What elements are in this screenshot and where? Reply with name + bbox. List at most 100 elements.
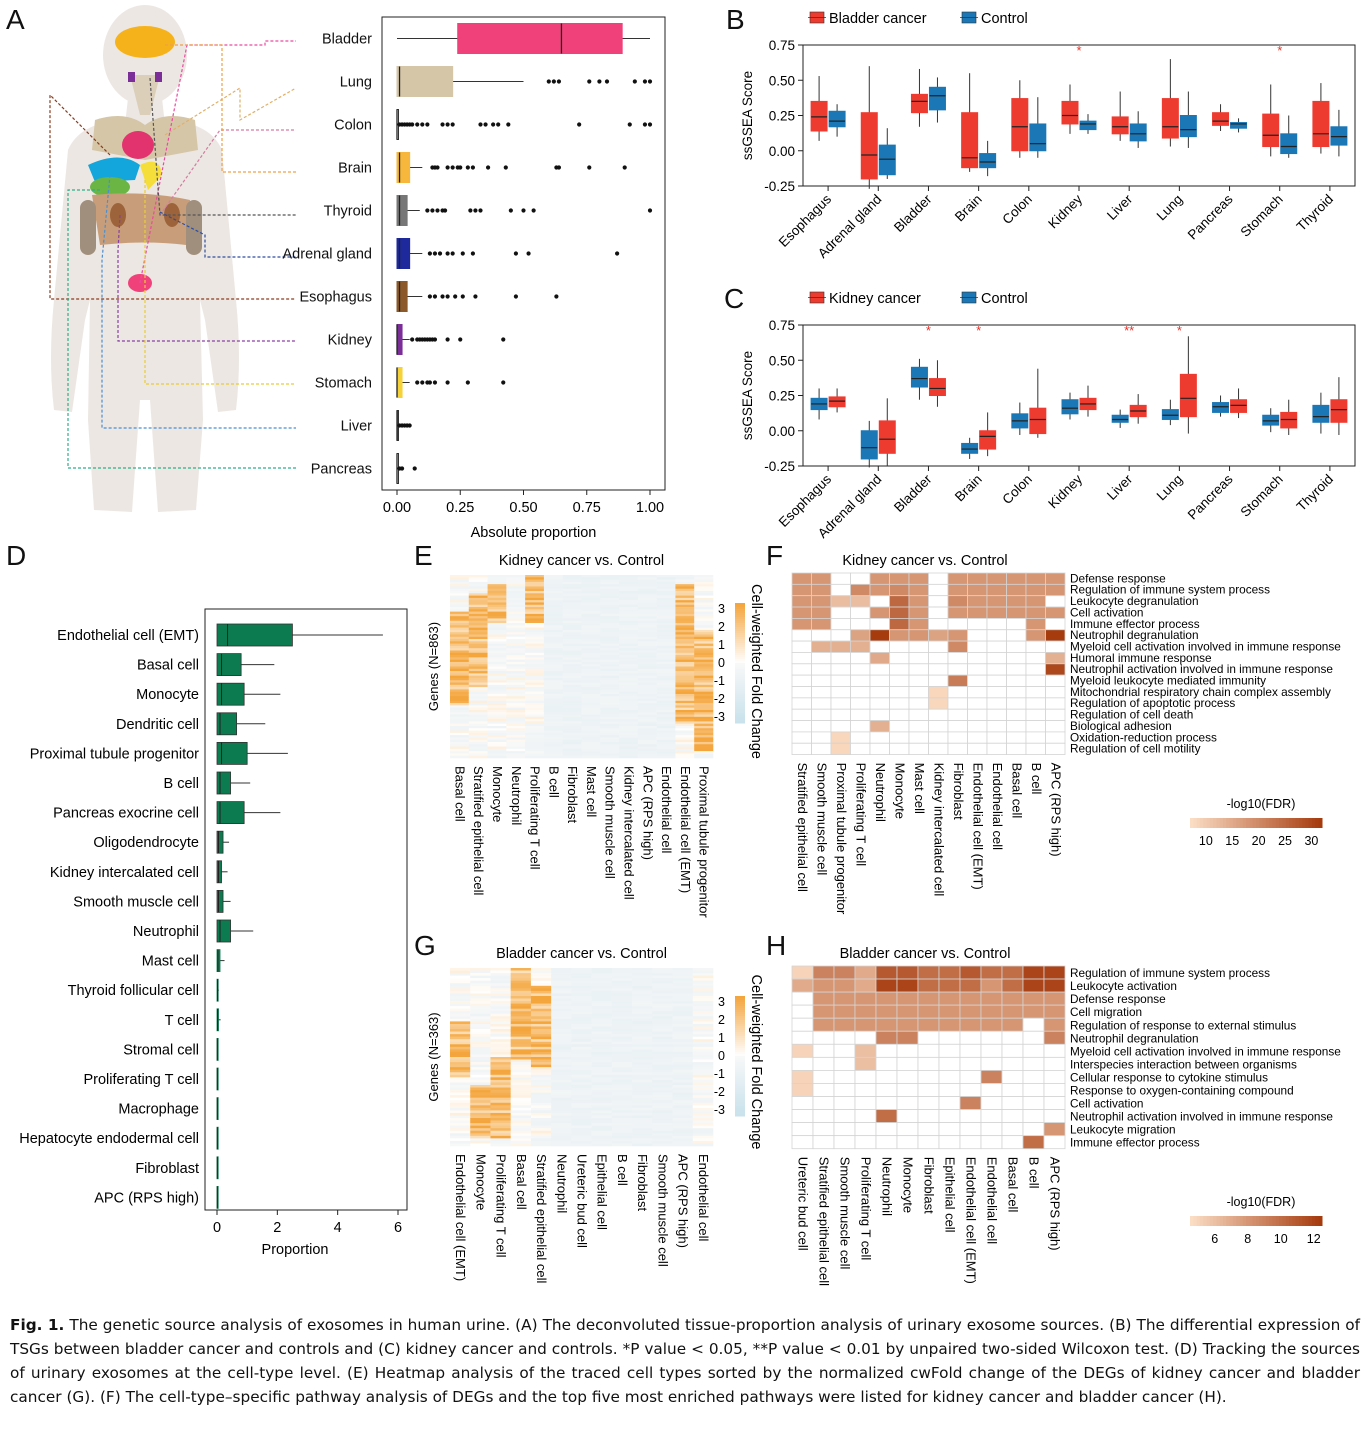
heat-cell [470,1143,491,1147]
colorbar-step [735,1022,745,1025]
outlier-thyroid-10 [531,208,536,213]
heat-cell [571,1092,592,1096]
heat-cell [619,581,639,585]
heat-cell [525,703,545,706]
heat-cell [692,1079,714,1083]
heat-cell [581,700,601,704]
colorbar-step [1315,818,1320,828]
path-cell [967,674,988,687]
colorbar-step [1236,1216,1240,1226]
heat-cell [656,673,676,676]
path-cell [938,1030,961,1045]
column-label-proliferating-t-cell: Proliferating T cell [853,763,868,867]
heat-cell [571,995,592,999]
heat-cell [694,732,714,736]
path-cell [986,708,1007,721]
panel-label-d: D [6,540,27,571]
heat-cell [571,1031,592,1035]
heat-cell [571,1067,592,1071]
outlier-colon-5 [410,122,415,127]
heat-cell [487,737,507,740]
heat-cell [675,595,695,599]
outlier-brain-9 [485,165,491,170]
heat-cell [656,725,676,729]
heat-cell [510,1039,532,1043]
heat-cell [694,627,714,631]
heat-cell [487,591,507,594]
heat-cell [470,1138,491,1142]
heat-cell [600,684,620,688]
category-label-bladder: Bladder [322,32,372,48]
heat-cell [525,689,545,692]
column-label-epithelial-cell: Epithelial cell [943,1157,958,1233]
heat-cell [619,604,639,608]
heat-cell [581,666,601,670]
heat-cell [611,1120,633,1124]
heat-cell [450,714,470,718]
heat-cell [600,655,620,658]
heat-cell [543,641,564,644]
heat-cell [637,602,657,606]
heat-cell [600,732,620,736]
path-cell [854,991,877,1006]
heat-cell [652,1077,673,1081]
path-cell [850,606,871,619]
heat-cell [530,1057,552,1060]
heat-cell [571,1143,592,1147]
heat-cell [562,618,582,622]
heat-cell [487,600,507,603]
heat-cell [450,1021,471,1025]
heat-cell [694,625,714,628]
heat-cell [510,1128,532,1132]
path-cell [1006,708,1027,721]
heat-cell [450,648,470,651]
heat-cell [450,1046,471,1050]
path-cell [908,731,929,744]
heat-cell [551,1059,572,1063]
pathway-label-5: Neutrophil degranulation [1070,1031,1199,1045]
heat-cell [694,666,714,670]
heat-cell [611,1074,633,1078]
heat-cell [637,687,657,690]
box-control-pancreas [1230,122,1248,129]
heat-cell [692,1029,714,1032]
heat-cell [675,577,695,580]
heat-cell [694,682,714,686]
heat-cell [591,1069,613,1073]
path-cell [869,640,890,653]
heat-cell [611,1128,633,1132]
heat-cell [652,1021,673,1025]
x-tick-label-kidney: Kidney [1045,471,1085,511]
heat-cell [652,1064,673,1068]
outlier-esophagus-7 [513,294,519,299]
connector-adrenal-gland [159,211,296,258]
heat-cell [487,698,507,702]
path-cell [908,572,929,585]
path-cell [833,1109,856,1124]
heat-cell [490,1100,511,1104]
heat-cell [525,584,545,587]
heat-cell [600,611,620,615]
path-cell [986,595,1007,608]
heat-cell [675,613,695,617]
box-control-kidney [1079,120,1097,131]
heat-cell [632,1049,653,1053]
column-label-b-cell: B cell [546,766,561,798]
heat-cell [652,1130,673,1134]
heat-cell [675,677,695,681]
heat-cell [591,1130,613,1134]
heat-cell [543,664,564,667]
heat-cell [694,721,714,724]
heat-cell [672,1123,694,1126]
colorbar-step [1223,1216,1227,1226]
heat-cell [506,616,526,619]
heat-cell [468,657,488,660]
heat-cell [551,995,572,999]
heat-cell [600,645,620,649]
column-label-proliferating-t-cell: Proliferating T cell [494,1154,509,1258]
heat-cell [506,597,526,601]
heat-cell [470,1051,491,1055]
heat-cell [490,1049,511,1053]
heat-cell [530,1029,552,1032]
heat-cell [656,675,676,679]
